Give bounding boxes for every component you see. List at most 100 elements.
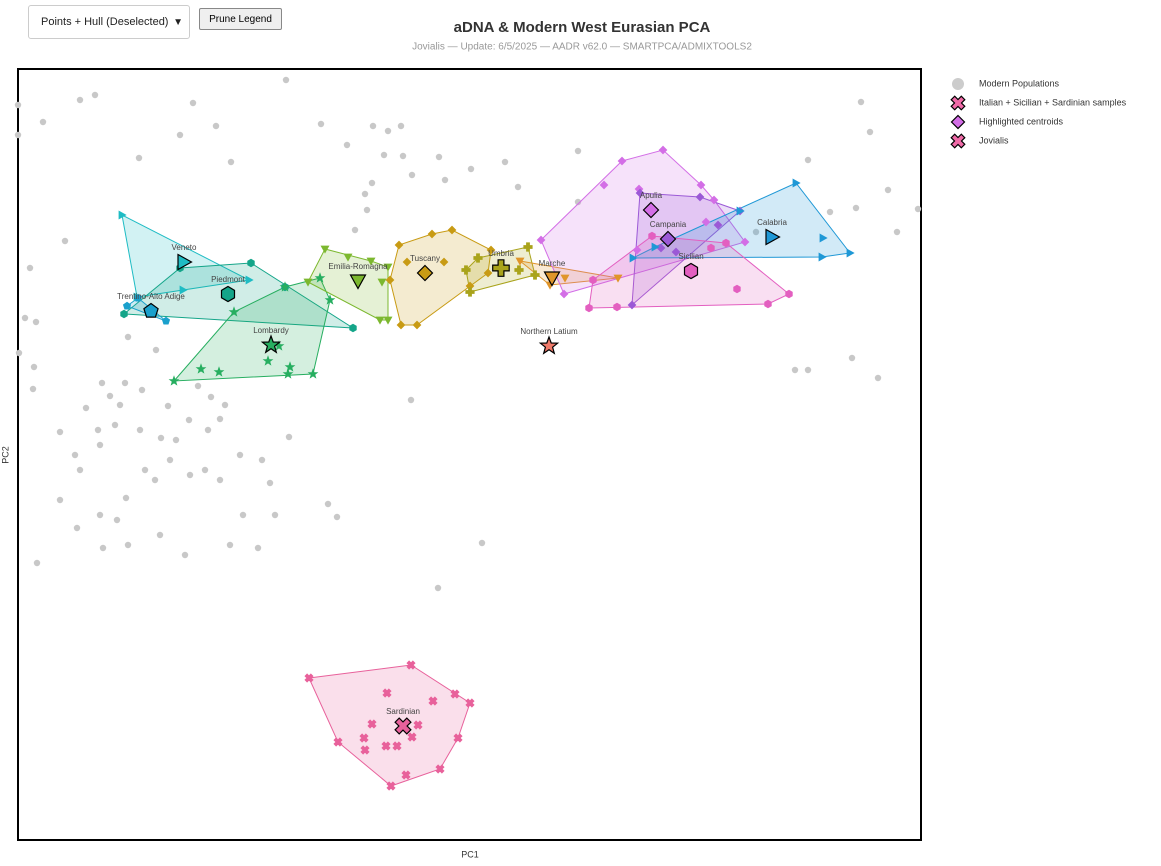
sample-point (381, 741, 391, 751)
sample-point (406, 660, 416, 670)
sample-point (168, 375, 180, 386)
sample-point (284, 361, 296, 372)
sample-point (359, 733, 369, 743)
modern-point (121, 379, 129, 387)
modern-point (380, 151, 388, 159)
hull (540, 149, 746, 295)
sample-point (560, 274, 570, 283)
centroid (220, 285, 236, 303)
modern-point (478, 539, 486, 547)
modern-point (73, 524, 81, 532)
modern-point (852, 204, 860, 212)
sample-point (401, 770, 411, 780)
sample-point (599, 180, 609, 190)
modern-point (226, 541, 234, 549)
centroid (543, 271, 561, 287)
prune-legend-button[interactable]: Prune Legend (199, 8, 282, 30)
hull (308, 664, 471, 787)
modern-point (96, 511, 104, 519)
sample-point (733, 284, 741, 294)
modern-point (874, 374, 882, 382)
sample-point (179, 285, 188, 295)
sample-point (386, 781, 396, 791)
modern-point (141, 466, 149, 474)
chart-title: aDNA & Modern West Eurasian PCA (454, 19, 711, 36)
modern-point (434, 584, 442, 592)
centroid (538, 335, 560, 355)
region-label: Veneto (172, 243, 197, 252)
sample-point (392, 741, 402, 751)
sample-point (465, 698, 475, 708)
sample-point (394, 240, 404, 250)
sample-point (792, 178, 801, 188)
sample-point (536, 235, 546, 245)
sample-point (447, 225, 457, 235)
centroid (177, 253, 193, 271)
region-label: Piedmont (211, 275, 246, 284)
modern-point (94, 426, 102, 434)
sample-point (120, 309, 128, 319)
modern-point (14, 131, 22, 139)
modern-point (804, 366, 812, 374)
modern-point (271, 511, 279, 519)
modern-point (361, 190, 369, 198)
sample-point (465, 287, 475, 297)
centroid (765, 228, 781, 246)
modern-point (111, 421, 119, 429)
sample-point (304, 673, 314, 683)
modern-point (204, 426, 212, 434)
modern-point (164, 402, 172, 410)
modern-point (227, 158, 235, 166)
region-label: Umbria (488, 249, 514, 258)
sample-point (195, 363, 207, 374)
modern-point (201, 466, 209, 474)
centroid (260, 334, 282, 354)
centroid (349, 274, 367, 290)
modern-point (435, 153, 443, 161)
legend-marker (950, 114, 966, 130)
modern-point (333, 513, 341, 521)
region-label: Trentino-Alto Adige (117, 292, 185, 301)
modern-point (258, 456, 266, 464)
view-select[interactable]: Points + Hull (Deselected) ▼ (28, 5, 190, 39)
sample-point (377, 278, 387, 287)
region-label: Campania (650, 220, 687, 229)
modern-point (866, 128, 874, 136)
sample-point (473, 253, 483, 263)
modern-point (848, 354, 856, 362)
modern-point (343, 141, 351, 149)
sample-point (133, 293, 143, 302)
sample-point (382, 688, 392, 698)
region-label: Sardinian (386, 707, 420, 716)
modern-point (282, 76, 290, 84)
legend-label: Jovialis (979, 135, 1009, 145)
select-text: Points + Hull (Deselected) (41, 16, 169, 28)
modern-point (212, 122, 220, 130)
legend-label: Highlighted centroids (979, 116, 1064, 126)
modern-point (122, 494, 130, 502)
modern-point (91, 91, 99, 99)
modern-point (407, 396, 415, 404)
region-label: Apulia (640, 191, 663, 200)
modern-point (136, 426, 144, 434)
sample-point (629, 253, 638, 263)
centroid (683, 262, 699, 280)
sample-point (396, 320, 406, 330)
sample-point (696, 180, 706, 190)
modern-point (98, 379, 106, 387)
sample-point (122, 301, 132, 310)
sample-point (585, 303, 593, 313)
legend-marker (950, 95, 966, 111)
modern-point (166, 456, 174, 464)
sample-point (695, 192, 705, 202)
sample-point (385, 275, 395, 285)
region-label: Lombardy (253, 326, 289, 335)
plot-frame (17, 68, 922, 841)
sample-point (428, 696, 438, 706)
hull (121, 214, 251, 298)
modern-point (236, 451, 244, 459)
region-label: Northern Latium (520, 327, 578, 336)
modern-point (216, 415, 224, 423)
sample-point (613, 274, 623, 283)
modern-point (501, 158, 509, 166)
